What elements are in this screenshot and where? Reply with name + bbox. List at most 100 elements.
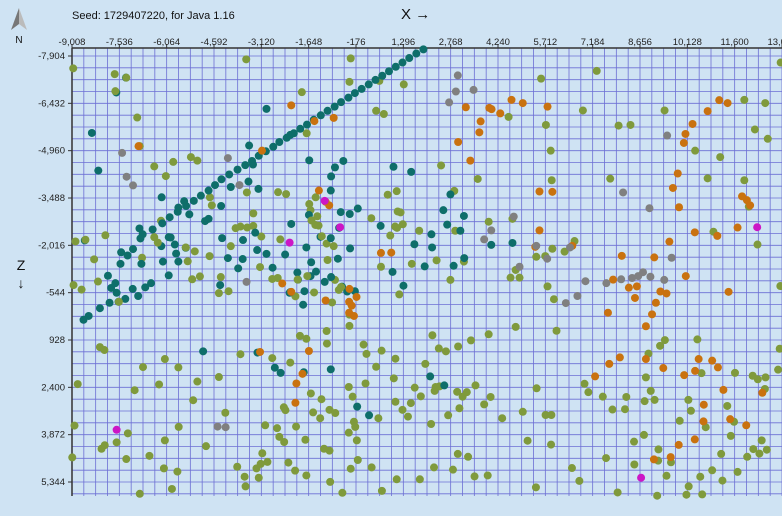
village-marker[interactable] [640,397,649,406]
ruined-portal-marker[interactable] [639,268,648,277]
desert-temple-marker[interactable] [376,248,385,257]
ocean-monument-marker[interactable] [439,206,448,215]
village-marker[interactable] [696,472,705,481]
ocean-monument-real-marker[interactable] [317,232,326,241]
ocean-monument-marker[interactable] [296,124,305,133]
village-marker[interactable] [403,412,412,421]
village-marker[interactable] [377,486,386,495]
ocean-monument-marker[interactable] [253,246,262,255]
ocean-monument-real-marker[interactable] [511,322,520,331]
village-marker[interactable] [338,488,347,497]
village-marker[interactable] [523,436,532,445]
village-marker[interactable] [686,406,695,415]
ruined-portal-marker[interactable] [646,272,655,281]
village-marker[interactable] [757,436,766,445]
desert-temple-marker[interactable] [719,385,728,394]
ocean-monument-real-marker[interactable] [100,346,109,355]
village-marker[interactable] [723,401,732,410]
ruined-portal-marker[interactable] [561,299,570,308]
desert-temple-marker[interactable] [617,251,626,260]
ocean-monument-marker[interactable] [326,186,335,195]
village-marker[interactable] [263,457,272,466]
village-marker[interactable] [135,489,144,498]
village-marker[interactable] [161,172,170,181]
ruined-portal-marker[interactable] [617,275,626,284]
desert-temple-marker[interactable] [535,187,544,196]
ocean-monument-real-marker[interactable] [275,432,284,441]
village-marker[interactable] [703,174,712,183]
ocean-monument-marker[interactable] [287,219,296,228]
desert-temple-marker[interactable] [681,272,690,281]
witch-hut-marker[interactable] [753,223,762,232]
ocean-monument-real-marker[interactable] [383,190,392,199]
ocean-monument-marker[interactable] [508,238,517,247]
ocean-monument-real-marker[interactable] [346,464,355,473]
ruined-portal-marker[interactable] [487,226,496,235]
ocean-monument-real-marker[interactable] [399,80,408,89]
ocean-monument-marker[interactable] [365,411,374,420]
ruined-portal-marker[interactable] [573,292,582,301]
desert-temple-marker[interactable] [738,192,747,201]
ocean-monument-real-marker[interactable] [421,359,430,368]
ocean-monument-marker[interactable] [234,264,243,273]
village-marker[interactable] [708,466,717,475]
village-marker[interactable] [186,153,195,162]
village-marker[interactable] [606,174,615,183]
ruined-portal-marker[interactable] [223,154,232,163]
ocean-monument-real-marker[interactable] [258,449,267,458]
ocean-monument-marker[interactable] [248,156,257,165]
village-marker[interactable] [546,146,555,155]
ocean-monument-real-marker[interactable] [361,379,370,388]
ocean-monument-marker[interactable] [326,365,335,374]
ocean-monument-real-marker[interactable] [274,188,283,197]
ocean-monument-marker[interactable] [346,244,355,253]
desert-temple-marker[interactable] [292,379,301,388]
ocean-monument-real-marker[interactable] [466,336,475,345]
village-marker[interactable] [268,354,277,363]
ocean-monument-real-marker[interactable] [348,392,357,401]
village-marker[interactable] [504,112,513,121]
ruined-portal-marker[interactable] [663,131,672,140]
village-marker[interactable] [740,176,749,185]
desert-temple-marker[interactable] [352,292,361,301]
desert-temple-marker[interactable] [681,129,690,138]
desert-temple-marker[interactable] [650,253,659,262]
ruined-portal-marker[interactable] [221,423,230,432]
desert-temple-marker[interactable] [641,355,650,364]
ocean-monument-marker[interactable] [316,111,325,120]
ruined-portal-marker[interactable] [543,254,552,263]
village-marker[interactable] [541,120,550,129]
village-marker[interactable] [430,463,439,472]
ocean-monument-real-marker[interactable] [391,354,400,363]
ocean-monument-real-marker[interactable] [233,462,242,471]
village-marker[interactable] [122,455,131,464]
village-marker[interactable] [257,232,266,241]
ocean-monument-marker[interactable] [94,166,103,175]
desert-temple-marker[interactable] [651,298,660,307]
ocean-monument-marker[interactable] [218,234,227,243]
desert-temple-marker[interactable] [624,283,633,292]
village-marker[interactable] [716,153,725,162]
village-marker[interactable] [455,404,464,413]
ocean-monument-marker[interactable] [327,172,336,181]
ocean-monument-real-marker[interactable] [307,216,316,225]
ocean-monument-marker[interactable] [326,234,335,243]
desert-temple-marker[interactable] [256,347,265,356]
ocean-monument-marker[interactable] [95,304,104,313]
desert-temple-marker[interactable] [649,455,658,464]
ocean-monument-marker[interactable] [302,120,311,129]
village-marker[interactable] [660,336,669,345]
desert-temple-marker[interactable] [699,400,708,409]
ocean-monument-real-marker[interactable] [81,235,90,244]
ocean-monument-marker[interactable] [487,240,496,249]
village-marker[interactable] [717,449,726,458]
ruined-portal-marker[interactable] [532,241,541,250]
desert-temple-marker[interactable] [329,113,338,122]
ocean-monument-real-marker[interactable] [282,190,291,199]
ruined-portal-marker[interactable] [213,422,222,431]
village-marker[interactable] [753,240,762,249]
ruined-portal-marker[interactable] [122,172,131,181]
village-marker[interactable] [430,386,439,395]
ocean-monument-marker[interactable] [420,262,429,271]
village-marker[interactable] [236,350,245,359]
